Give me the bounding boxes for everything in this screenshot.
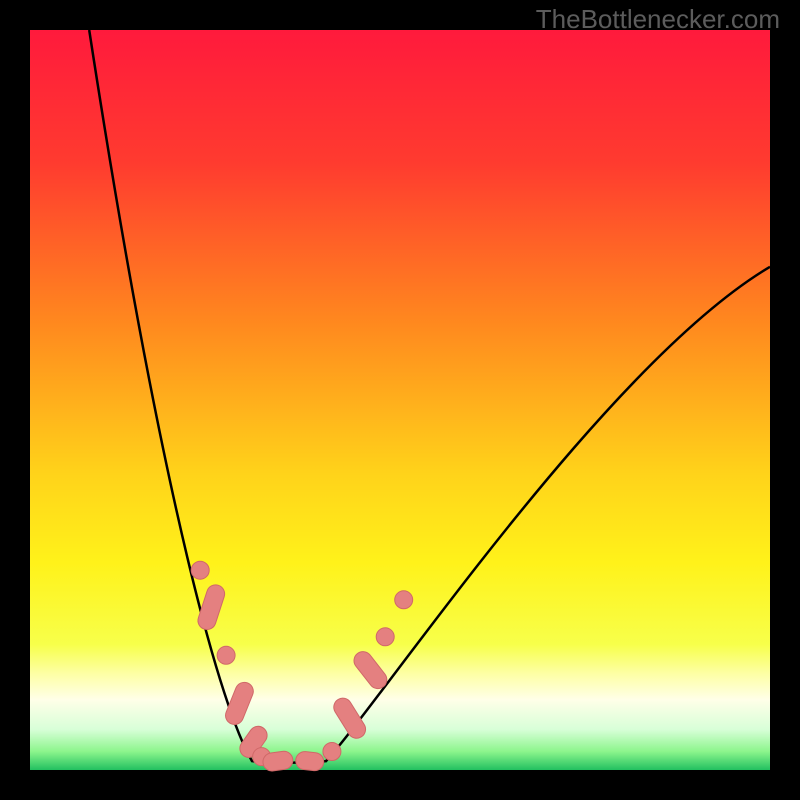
bead-circle — [191, 561, 209, 579]
watermark-text: TheBottlenecker.com — [536, 4, 780, 35]
chart-container: TheBottlenecker.com — [0, 0, 800, 800]
bead-circle — [323, 743, 341, 761]
bead-circle — [376, 628, 394, 646]
bead-circle — [217, 646, 235, 664]
bead-circle — [395, 591, 413, 609]
chart-svg — [0, 0, 800, 800]
gradient-background — [30, 30, 770, 770]
bead-pill — [295, 751, 325, 772]
